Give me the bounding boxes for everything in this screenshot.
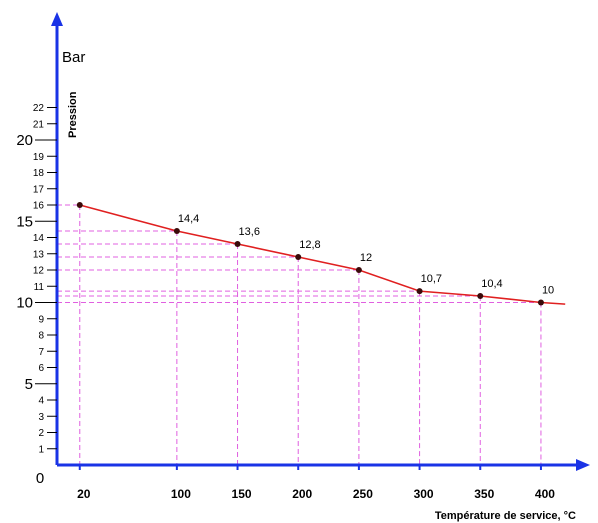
data-point	[355, 267, 362, 273]
x-tick-label: 300	[414, 487, 434, 501]
y-tick-label: 11	[34, 282, 45, 293]
y-tick-label-major: 20	[16, 132, 33, 149]
data-label: 13,6	[239, 226, 260, 238]
y-tick-label: 21	[33, 119, 45, 130]
x-axis-title: Température de service, °C	[435, 510, 576, 522]
data-point	[477, 293, 484, 299]
data-label: 10,7	[421, 273, 442, 285]
x-tick-label: 400	[535, 487, 555, 501]
x-tick-label: 150	[232, 487, 252, 501]
x-tick-label: 200	[292, 487, 312, 501]
x-tick-label: 250	[353, 487, 373, 501]
x-axis-ticks: 20 100 150 200 250 300 350 400	[77, 465, 555, 501]
y-tick-label: 14	[33, 233, 45, 244]
data-label: 10	[542, 285, 554, 297]
data-point	[537, 299, 544, 306]
y-tick-label: 9	[38, 314, 44, 325]
y-tick-label: 2	[38, 428, 44, 439]
data-label: 12,8	[299, 239, 320, 251]
y-tick-label: 13	[33, 249, 45, 260]
y-tick-label: 17	[33, 184, 45, 195]
y-axis-title: Pression	[67, 91, 79, 138]
y-tick-label: 16	[33, 201, 45, 212]
y-tick-label: 6	[38, 363, 44, 374]
data-labels: 14,4 13,6 12,8 12 10,7 10,4 10	[178, 213, 554, 297]
x-tick-label: 20	[77, 487, 91, 501]
y-tick-label: 4	[38, 396, 44, 407]
data-point	[295, 254, 302, 260]
y-tick-label-major: 5	[25, 376, 33, 393]
y-tick-label: 1	[38, 444, 44, 455]
data-point	[416, 288, 423, 295]
x-tick-label: 350	[474, 487, 494, 501]
data-label: 14,4	[178, 213, 199, 225]
y-tick-label-major: 15	[16, 213, 33, 230]
data-point	[173, 228, 180, 234]
axes	[51, 12, 590, 471]
y-tick-label: 22	[33, 103, 45, 114]
data-points	[76, 202, 544, 306]
y-axis-arrow	[51, 12, 63, 26]
data-point	[76, 202, 83, 208]
y-tick-label: 19	[33, 152, 45, 163]
y-tick-label: 18	[33, 168, 45, 179]
data-label: 12	[360, 252, 372, 264]
y-tick-label-major: 10	[16, 295, 33, 312]
y-tick-label: 8	[38, 331, 44, 342]
y-unit-label: Bar	[62, 49, 85, 66]
x-tick-label: 100	[171, 487, 191, 501]
data-point	[234, 241, 241, 247]
y-tick-label: 12	[33, 266, 45, 277]
x-axis-arrow	[576, 459, 590, 471]
y-tick-label: 7	[38, 347, 44, 358]
y-tick-label-major: 0	[36, 470, 44, 487]
guide-lines	[57, 204, 542, 465]
y-tick-label: 3	[38, 412, 44, 423]
data-label: 10,4	[481, 278, 502, 290]
